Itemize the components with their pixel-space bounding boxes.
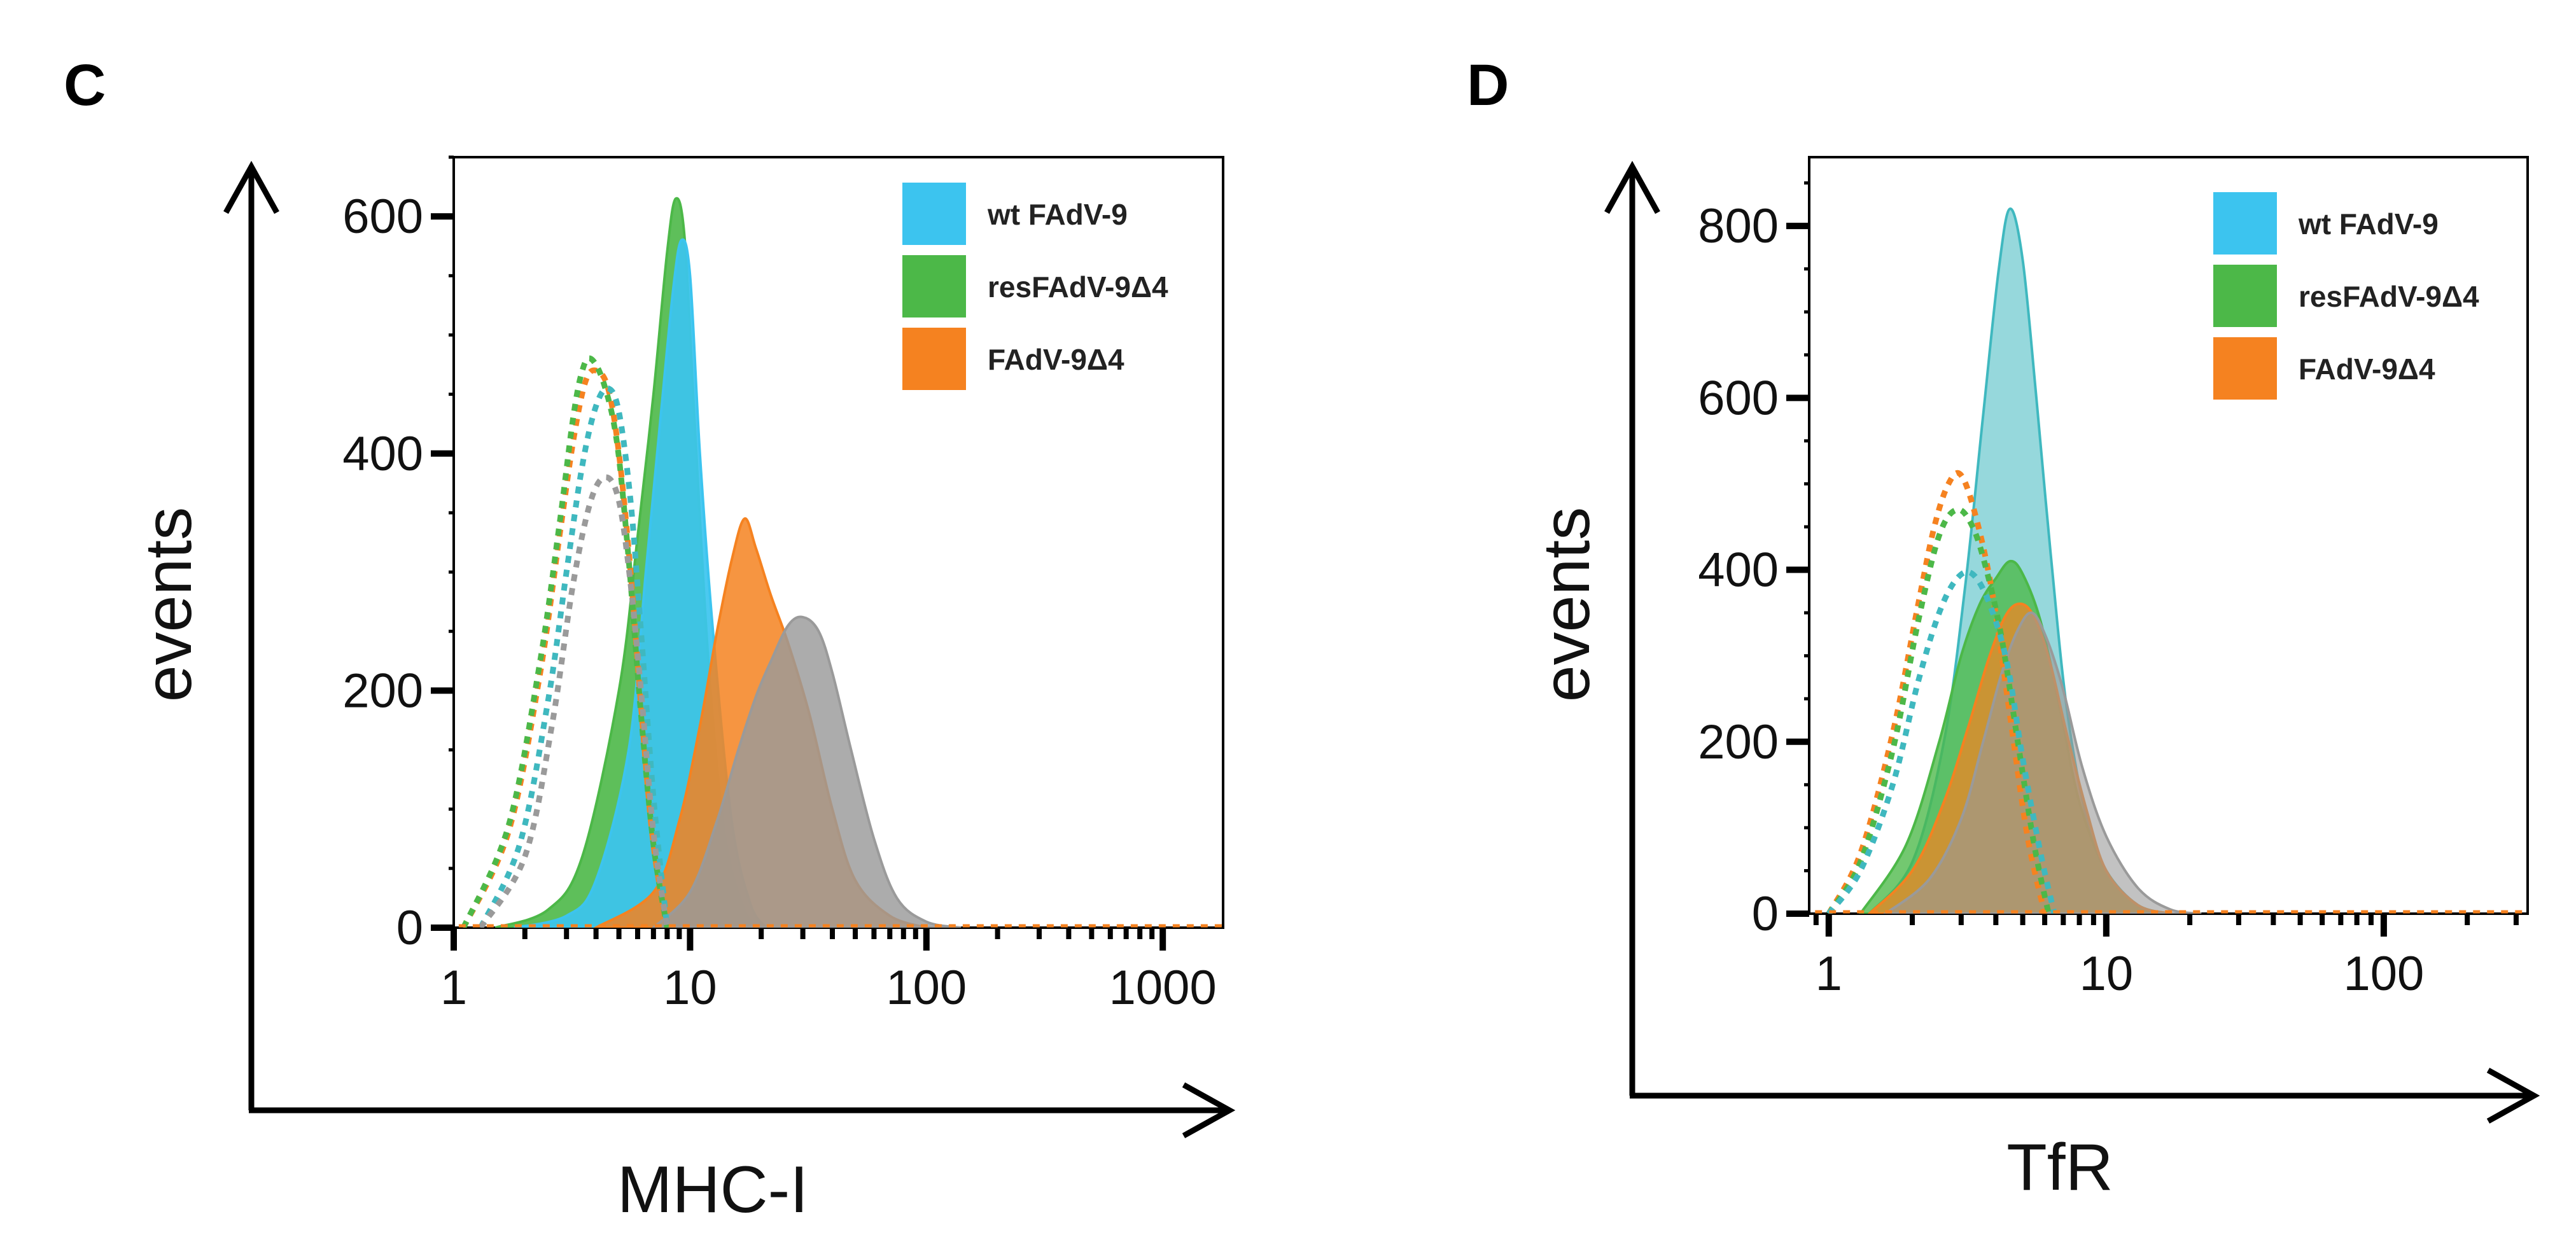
panel-letter: D	[1467, 53, 1509, 118]
series-control-green-line	[1826, 506, 2052, 914]
series-control-grey-line	[478, 474, 670, 928]
legend-swatch	[902, 255, 966, 317]
panel-letter: C	[64, 53, 106, 118]
chart-panel-d: D 0 200 400 600 800 1 10 100 events TfR wt FAdV-9 re…	[1467, 53, 2540, 1204]
y-tick-label: 0	[1752, 887, 1779, 941]
y-tick-label: 200	[342, 664, 423, 718]
x-tick-label: 1	[1816, 947, 1842, 1001]
x-axis-title: TfR	[2006, 1131, 2113, 1204]
x-arrow-head	[2486, 1068, 2540, 1124]
series-isotype-grey-area	[1883, 611, 2202, 914]
y-tick-label: 400	[1698, 543, 1779, 597]
x-tick-label: 100	[2343, 947, 2424, 1001]
series-group	[1815, 207, 2528, 914]
series-control-green-line	[461, 355, 670, 928]
legend-label: FAdV-9Δ4	[988, 343, 1124, 376]
chart-panel-c: C 0 200 400 600 1 10 100 1000 events MHC-I wt FAdV-…	[64, 53, 1236, 1227]
y-tick-label: 200	[1698, 715, 1779, 769]
x-tick-label: 100	[886, 961, 967, 1015]
x-tick-label: 1	[440, 961, 467, 1015]
y-tick-label: 600	[1698, 371, 1779, 425]
y-tick-label: 600	[342, 190, 423, 244]
x-tick-label: 10	[663, 961, 717, 1015]
legend-label: resFAdV-9Δ4	[988, 270, 1168, 304]
y-tick-label: 0	[396, 901, 423, 955]
x-arrow-head	[1182, 1082, 1236, 1138]
y-axis-title: events	[1530, 507, 1604, 702]
y-arrow-head	[223, 160, 279, 214]
legend-swatch	[902, 328, 966, 390]
y-tick-label: 800	[1698, 199, 1779, 253]
legend-swatch	[2213, 265, 2277, 327]
series-control-orange-line	[1826, 470, 2048, 914]
legend-label: resFAdV-9Δ4	[2299, 280, 2479, 313]
legend-swatch	[2213, 192, 2277, 255]
x-tick-label: 10	[2080, 947, 2134, 1001]
y-tick-label: 400	[342, 427, 423, 481]
legend: wt FAdV-9 resFAdV-9Δ4 FAdV-9Δ4	[2213, 192, 2479, 400]
x-axis-title: MHC-I	[617, 1153, 808, 1227]
series-group	[458, 197, 1223, 928]
series-isotype-grey-area	[652, 615, 962, 928]
legend-label: wt FAdV-9	[2298, 207, 2439, 241]
legend-label: FAdV-9Δ4	[2299, 352, 2435, 386]
legend-swatch	[2213, 337, 2277, 400]
plot-frame	[1808, 156, 2529, 915]
y-arrow-head	[1604, 160, 1660, 214]
legend-label: wt FAdV-9	[987, 198, 1128, 231]
legend-swatch	[902, 183, 966, 245]
series-control-teal-line	[478, 385, 670, 928]
legend: wt FAdV-9 resFAdV-9Δ4 FAdV-9Δ4	[902, 183, 1168, 390]
y-axis-title: events	[132, 507, 206, 702]
x-tick-label: 1000	[1109, 961, 1217, 1015]
